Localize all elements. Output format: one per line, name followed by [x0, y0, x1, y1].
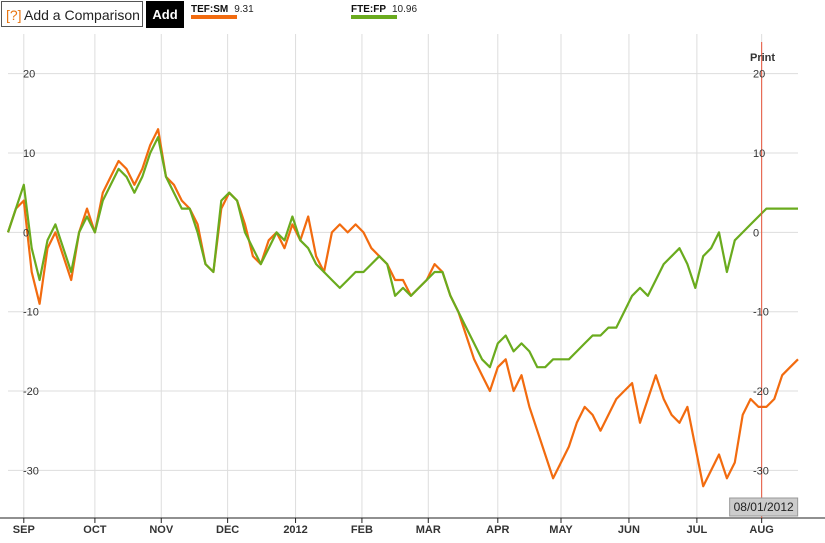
- legend-value: 9.31: [234, 4, 254, 15]
- y-tick-label: -30: [753, 465, 769, 477]
- x-tick-label: SEP: [13, 524, 35, 536]
- y-tick-label: -10: [753, 307, 769, 319]
- x-tick-label: DEC: [216, 524, 239, 536]
- legend-item-fte: FTE:FP 10.96: [351, 4, 417, 15]
- help-icon[interactable]: [?]: [6, 7, 22, 23]
- crosshair: 08/01/2012: [729, 42, 799, 518]
- series-line-fte-fp: [6, 136, 798, 369]
- x-tick-label: FEB: [351, 524, 373, 536]
- legend-swatch-fte: [351, 15, 397, 19]
- y-tick-label: -20: [753, 386, 769, 398]
- crosshair-date-label: 08/01/2012: [734, 500, 794, 514]
- y-tick-label: 10: [23, 148, 35, 160]
- y-tick-label: 0: [753, 227, 759, 239]
- x-tick-label: 2012: [283, 524, 307, 536]
- y-tick-label: 20: [753, 69, 765, 81]
- y-tick-label: 20: [23, 69, 35, 81]
- add-comparison-input[interactable]: [?] Add a Comparison: [1, 1, 143, 27]
- x-tick-label: JUL: [686, 524, 707, 536]
- legend-ticker: FTE:FP: [351, 4, 386, 15]
- legend-item-tef: TEF:SM 9.31: [191, 4, 254, 15]
- grid: [0, 34, 825, 523]
- y-tick-label: -30: [23, 465, 39, 477]
- x-tick-label: APR: [486, 524, 509, 536]
- add-button[interactable]: Add: [146, 1, 184, 28]
- legend-value: 10.96: [392, 4, 418, 15]
- legend-swatch-tef: [191, 15, 237, 19]
- legend-ticker: TEF:SM: [191, 4, 229, 15]
- crosshair-date-box: [729, 497, 799, 517]
- x-tick-label: NOV: [149, 524, 174, 536]
- x-tick-label: OCT: [83, 524, 107, 536]
- toolbar: [?] Add a Comparison Add TEF:SM 9.31 FTE:…: [0, 0, 825, 30]
- series-lines: [6, 128, 799, 488]
- x-tick-label: JUN: [618, 524, 640, 536]
- x-tick-label: AUG: [749, 524, 773, 536]
- add-comparison-placeholder: Add a Comparison: [24, 7, 140, 23]
- y-tick-label: -20: [23, 386, 39, 398]
- x-tick-label: MAY: [549, 524, 573, 536]
- x-tick-label: MAR: [416, 524, 441, 536]
- y-tick-label: -10: [23, 307, 39, 319]
- series-line-tef-sm: [6, 128, 799, 488]
- print-link[interactable]: Print: [750, 52, 775, 64]
- y-tick-label: 10: [753, 148, 765, 160]
- axis-labels: 20 20 10 10 0 0 -10 -10 -20 -20 -30 -30 SEP OCT NOV DEC…: [13, 69, 774, 536]
- y-tick-label: 0: [23, 227, 29, 239]
